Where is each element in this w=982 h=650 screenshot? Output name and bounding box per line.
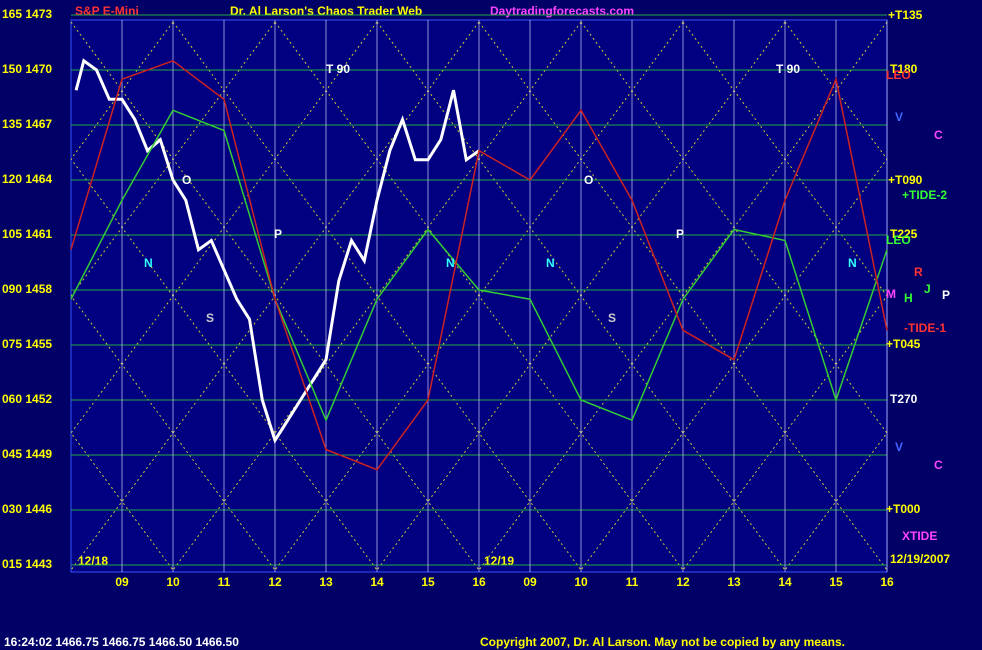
annotation: C (934, 458, 943, 472)
x-tick-label: 11 (218, 575, 231, 589)
x-tick-label: 15 (421, 575, 435, 589)
annotation: T 90 (776, 62, 800, 76)
symbol: S&P E-Mini (75, 4, 139, 18)
x-tick-label: 12 (268, 575, 282, 589)
y-tick-label: 105 1461 (2, 227, 52, 241)
y-tick-label: 075 1455 (2, 337, 52, 351)
x-tick-label: 11 (626, 575, 639, 589)
y-tick-label: 030 1446 (2, 502, 52, 516)
annotation: O (584, 173, 593, 187)
series-line (70, 59, 888, 471)
annotation: XTIDE (902, 529, 937, 543)
y-tick-label: 060 1452 (2, 392, 52, 406)
annotation: N (446, 256, 455, 270)
y-tick-label: 045 1449 (2, 447, 52, 461)
x-tick-label: 09 (523, 575, 537, 589)
x-tick-label: 09 (115, 575, 129, 589)
annotation: T225 (890, 227, 918, 241)
annotation: +T135 (888, 8, 923, 22)
annotation: T 90 (326, 62, 350, 76)
annotation: R (914, 265, 923, 279)
x-tick-label: 13 (319, 575, 333, 589)
x-tick-label: 14 (370, 575, 384, 589)
annotation: T180 (890, 62, 918, 76)
annotation: T270 (890, 392, 918, 406)
copyright: Copyright 2007, Dr. Al Larson. May not b… (480, 635, 845, 649)
annotation: +T090 (888, 173, 923, 187)
annotation: O (182, 173, 191, 187)
x-tick-label: 10 (574, 575, 588, 589)
annotation: N (848, 256, 857, 270)
annotation: C (934, 128, 943, 142)
y-tick-label: 165 1473 (2, 7, 52, 21)
annotation: +TIDE-2 (902, 188, 947, 202)
annotation: J (924, 282, 931, 296)
annotation: +T045 (886, 337, 921, 351)
annotation: S (206, 311, 214, 325)
annotation: LEO (886, 68, 911, 82)
x-tick-label: 15 (829, 575, 843, 589)
y-tick-label: 015 1443 (2, 557, 52, 571)
annotation: N (144, 256, 153, 270)
x-tick-label: 16 (472, 575, 486, 589)
annotation: N (546, 256, 555, 270)
x-tick-label: 14 (778, 575, 792, 589)
annotation: +T000 (886, 502, 921, 516)
y-tick-label: 135 1467 (2, 117, 52, 131)
chart-title: Dr. Al Larson's Chaos Trader Web (230, 4, 422, 18)
day-label: 12/18 (78, 554, 108, 568)
annotation: -TIDE-1 (904, 321, 946, 335)
series-line (70, 109, 888, 423)
annotation: V (895, 440, 903, 454)
x-tick-label: 13 (727, 575, 741, 589)
status-bar: 16:24:02 1466.75 1466.75 1466.50 1466.50 (4, 635, 239, 649)
day-label: 12/19 (484, 554, 514, 568)
annotation: LEO (886, 233, 911, 247)
x-tick-label: 16 (880, 575, 894, 589)
website: Daytradingforecasts.com (490, 4, 634, 18)
x-tick-label: 10 (166, 575, 180, 589)
annotation: S (608, 311, 616, 325)
y-tick-label: 090 1458 (2, 282, 52, 296)
y-tick-label: 120 1464 (2, 172, 52, 186)
x-tick-label: 12 (676, 575, 690, 589)
y-tick-label: 150 1470 (2, 62, 52, 76)
date-label: 12/19/2007 (890, 552, 950, 566)
annotation: H (904, 291, 913, 305)
annotation: M (886, 287, 896, 301)
series-line (74, 58, 480, 444)
annotation: P (942, 288, 950, 302)
annotation: P (676, 227, 684, 241)
annotation: V (895, 110, 903, 124)
annotation: P (274, 227, 282, 241)
